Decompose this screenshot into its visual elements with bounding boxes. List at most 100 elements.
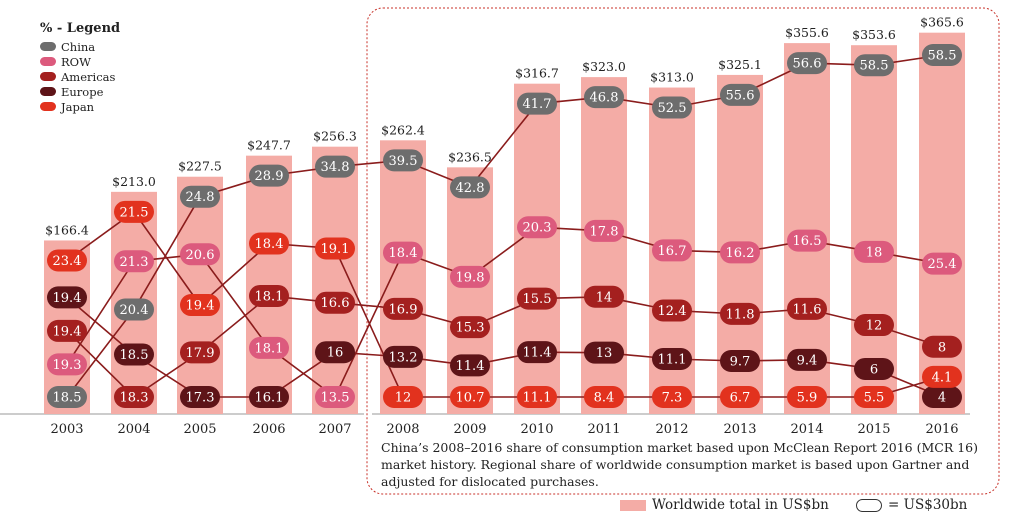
pill-china-2011 <box>584 86 624 109</box>
pill-value-europe-2006: 16.1 <box>255 391 284 406</box>
total-label-2014: $355.6 <box>785 25 829 40</box>
total-label-2013: $325.1 <box>718 57 762 72</box>
year-label-2004: 2004 <box>117 422 150 437</box>
pill-row-2010 <box>517 216 557 239</box>
pill-value-japan-2009: 10.7 <box>456 391 485 406</box>
pill-americas-2008 <box>383 297 423 320</box>
total-label-2010: $316.7 <box>515 66 559 81</box>
pill-value-china-2010: 41.7 <box>523 97 552 112</box>
bar-legend-label: Worldwide total in US$bn <box>652 497 829 513</box>
pill-value-japan-2014: 5.9 <box>797 391 818 406</box>
pill-value-japan-2015: 5.5 <box>864 391 885 406</box>
pill-value-china-2014: 56.6 <box>793 57 822 72</box>
pill-value-row-2005: 20.6 <box>186 248 215 263</box>
pill-japan-2008 <box>383 386 423 408</box>
pill-value-row-2012: 16.7 <box>658 244 687 259</box>
pill-value-americas-2016: 8 <box>938 340 946 355</box>
year-label-2009: 2009 <box>453 422 486 437</box>
pill-value-china-2007: 34.8 <box>321 160 350 175</box>
pill-japan-2006 <box>249 232 289 255</box>
pill-japan-2016 <box>922 365 962 388</box>
pill-value-japan-2010: 11.1 <box>523 391 552 406</box>
pill-value-china-2015: 58.5 <box>860 59 889 74</box>
pill-value-japan-2006: 18.4 <box>255 237 284 252</box>
pill-value-americas-2007: 16.6 <box>321 296 350 311</box>
pill-value-americas-2006: 18.1 <box>255 289 284 304</box>
pill-americas-2010 <box>517 287 557 310</box>
pill-row-2005 <box>180 243 220 266</box>
pill-value-japan-2016: 4.1 <box>932 370 953 385</box>
pill-value-japan-2004: 21.5 <box>120 205 149 220</box>
pill-value-europe-2010: 11.4 <box>523 346 552 361</box>
pill-value-europe-2015: 6 <box>870 362 878 377</box>
pill-value-europe-2016: 4 <box>938 391 946 406</box>
pill-japan-2005 <box>180 294 220 317</box>
pill-value-row-2008: 18.4 <box>389 246 418 261</box>
year-label-2012: 2012 <box>655 422 688 437</box>
pill-china-2009 <box>450 176 490 199</box>
pill-japan-2014 <box>787 386 827 408</box>
pill-value-japan-2003: 23.4 <box>53 254 82 269</box>
pill-value-china-2008: 39.5 <box>389 154 418 169</box>
pill-row-2009 <box>450 265 490 288</box>
pill-americas-2006 <box>249 284 289 307</box>
pill-value-americas-2010: 15.5 <box>523 292 552 307</box>
pill-value-china-2009: 42.8 <box>456 181 485 196</box>
year-label-2005: 2005 <box>183 422 216 437</box>
year-label-2015: 2015 <box>857 422 890 437</box>
year-label-2003: 2003 <box>50 422 83 437</box>
bar-2007 <box>312 146 358 415</box>
pill-china-2010 <box>517 92 557 115</box>
pill-value-europe-2008: 13.2 <box>389 350 418 365</box>
pill-value-japan-2012: 7.3 <box>662 391 683 406</box>
pill-europe-2006 <box>249 386 289 408</box>
pill-value-europe-2009: 11.4 <box>456 359 485 374</box>
pill-value-japan-2011: 8.4 <box>594 391 615 406</box>
pill-value-row-2015: 18 <box>866 245 883 260</box>
pill-value-china-2003: 18.5 <box>53 391 82 406</box>
pill-europe-2012 <box>652 348 692 371</box>
pill-row-2011 <box>584 219 624 242</box>
pill-europe-2015 <box>854 357 894 380</box>
pill-china-2016 <box>922 44 962 66</box>
legend-swatch-europe <box>40 87 56 96</box>
bottom-legend-pill: = US$30bn <box>856 497 967 513</box>
pill-legend-label: = US$30bn <box>888 497 968 513</box>
total-label-2008: $262.4 <box>381 122 425 137</box>
pill-value-row-2007: 13.5 <box>321 391 350 406</box>
pill-value-china-2006: 28.9 <box>255 169 284 184</box>
pill-value-row-2009: 19.8 <box>456 270 485 285</box>
pill-china-2013 <box>720 83 760 106</box>
pill-china-2007 <box>315 155 355 178</box>
year-label-2008: 2008 <box>386 422 419 437</box>
pill-japan-2011 <box>584 386 624 408</box>
total-label-2012: $313.0 <box>650 70 694 85</box>
pill-value-americas-2004: 18.3 <box>120 391 149 406</box>
pill-row-2008 <box>383 241 423 264</box>
pill-china-2015 <box>854 54 894 77</box>
pill-americas-2011 <box>584 285 624 308</box>
pill-value-americas-2009: 15.3 <box>456 321 485 336</box>
pill-value-china-2012: 52.5 <box>658 101 687 116</box>
pill-value-china-2016: 58.5 <box>928 49 957 64</box>
pill-row-2013 <box>720 241 760 264</box>
year-label-2014: 2014 <box>790 422 823 437</box>
pill-europe-2009 <box>450 354 490 377</box>
pill-japan-2007 <box>315 237 355 260</box>
pill-value-row-2006: 18.1 <box>255 341 284 356</box>
bottom-legend-bar: Worldwide total in US$bn <box>620 497 829 513</box>
pill-value-americas-2005: 17.9 <box>186 346 215 361</box>
legend-label-china: China <box>61 40 95 54</box>
pill-americas-2016 <box>922 335 962 358</box>
pill-row-2004 <box>114 250 154 273</box>
pill-china-2012 <box>652 96 692 119</box>
total-label-2005: $227.5 <box>178 159 222 174</box>
pill-china-2003 <box>47 386 87 408</box>
pill-value-china-2004: 20.4 <box>120 303 149 318</box>
legend-swatch-japan <box>40 102 56 111</box>
pill-americas-2005 <box>180 341 220 364</box>
pill-japan-2010 <box>517 386 557 408</box>
pill-row-2015 <box>854 240 894 263</box>
pill-europe-2016 <box>922 386 962 408</box>
pill-value-row-2003: 19.3 <box>53 358 82 373</box>
